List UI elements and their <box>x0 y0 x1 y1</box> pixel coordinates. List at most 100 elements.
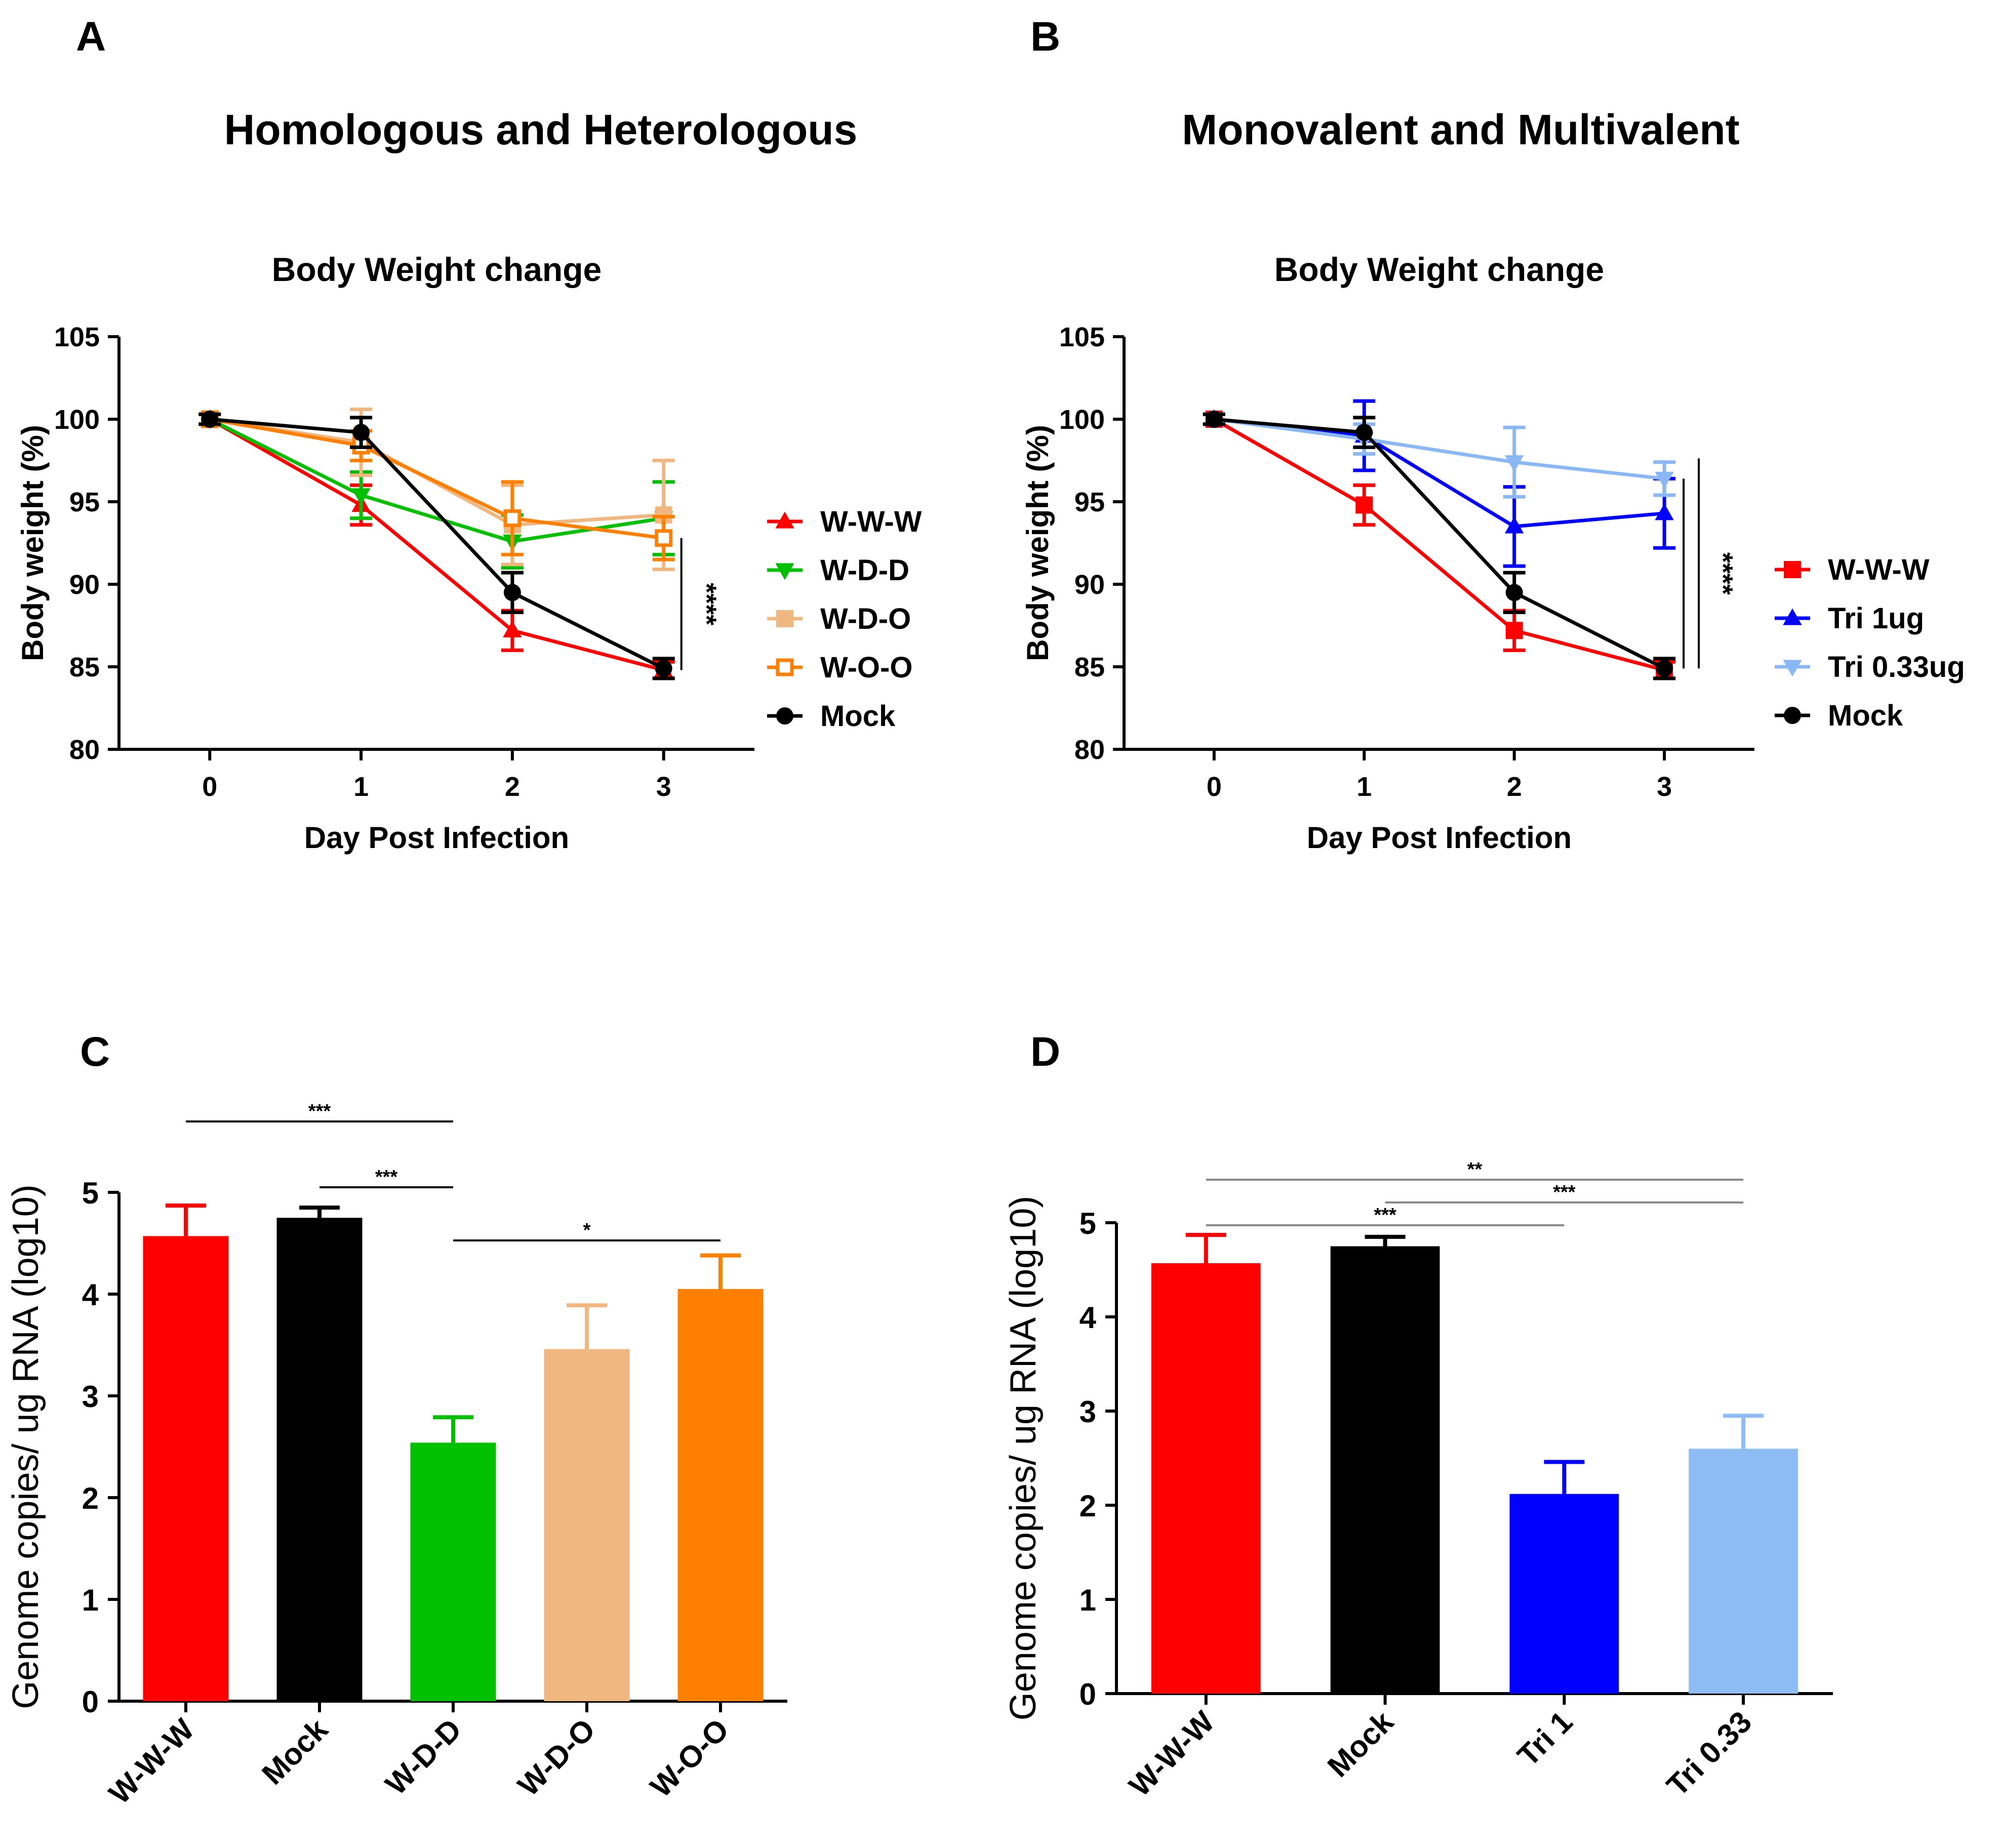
bar-group-w-w-w <box>143 1203 229 1701</box>
data-point <box>1505 455 1524 472</box>
y-tick-label: 80 <box>69 735 100 765</box>
line-chart-a: Body Weight change 80 85 90 95 100 105 0 1 2 3 Day … <box>16 251 922 855</box>
y-tick-label: 2 <box>1079 1489 1096 1523</box>
bar-chart-c: 0 1 2 3 4 5 Genome copies/ ug RNA (log10) W-W-W… <box>6 1101 787 1811</box>
panel-letter-b: B <box>1030 14 1060 60</box>
bar-group-mock <box>276 1206 363 1701</box>
significance-label: *** <box>1374 1204 1396 1226</box>
y-tick-label: 105 <box>54 322 100 352</box>
legend-label: W-W-W <box>820 505 922 538</box>
y-tick-label: 95 <box>1074 487 1105 517</box>
legend-item: W-D-O <box>767 602 911 635</box>
significance-bracket: *** <box>1385 1182 1744 1203</box>
data-point <box>503 620 522 637</box>
series-line <box>209 417 664 540</box>
y-axis-label: Genome copies/ ug RNA (log10) <box>6 1184 46 1709</box>
y-tick-label: 4 <box>82 1278 99 1312</box>
legend-item: Mock <box>767 700 896 733</box>
x-tick-label: 0 <box>202 772 217 802</box>
y-tick-label: 90 <box>1074 570 1105 600</box>
legend-marker <box>776 707 793 725</box>
y-tick-label: 0 <box>1079 1677 1096 1711</box>
bar-chart-d: 0 1 2 3 4 5 Genome copies/ ug RNA (log10) W-W-W… <box>1003 1159 1833 1803</box>
legend: W-W-W W-D-D W-D-O W-O-O Mock <box>767 505 922 733</box>
bar <box>544 1349 630 1701</box>
y-tick-label: 85 <box>69 652 100 682</box>
y-axis-label: Genome copies/ ug RNA (log10) <box>1003 1196 1044 1721</box>
bar <box>276 1218 363 1701</box>
significance-label: ** <box>1467 1159 1483 1180</box>
data-point <box>1355 424 1373 441</box>
legend-label: W-O-O <box>820 651 912 684</box>
x-axis-label: Day Post Infection <box>304 821 569 855</box>
legend-marker <box>775 511 794 529</box>
series-w-d-o <box>198 407 675 572</box>
category-label: Tri 0.33 <box>1660 1705 1758 1803</box>
series-line <box>209 417 664 672</box>
series-line <box>1213 417 1665 672</box>
data-point <box>1355 496 1373 514</box>
series-line <box>1214 417 1665 480</box>
series-line <box>1214 417 1665 670</box>
y-tick-label: 85 <box>1074 652 1105 682</box>
significance-bracket: *** <box>319 1167 453 1188</box>
legend-marker <box>776 658 794 676</box>
significance-label: *** <box>375 1167 398 1188</box>
bar-group-tri-1 <box>1509 1460 1619 1694</box>
legend-label: Mock <box>1828 699 1903 732</box>
x-tick-label: 1 <box>353 772 369 802</box>
y-tick-label: 2 <box>82 1481 99 1515</box>
bar <box>1151 1263 1261 1694</box>
bar-group-w-o-o <box>677 1253 764 1701</box>
chart-title: Body Weight change <box>272 251 602 288</box>
x-tick-label: 3 <box>1657 772 1672 802</box>
x-axis-label: Day Post Infection <box>1307 821 1572 855</box>
series-mock <box>1203 411 1676 680</box>
y-axis-label: Body weight (%) <box>16 425 50 661</box>
panel-letter-a: A <box>76 14 106 60</box>
section-title-b: Monovalent and Multivalent <box>1182 106 1739 153</box>
bar-group-w-d-d <box>410 1415 496 1701</box>
panel-letter-d: D <box>1030 1029 1060 1075</box>
category-label: W-D-O <box>511 1712 602 1802</box>
significance-label: * <box>583 1220 591 1241</box>
bar <box>1509 1494 1619 1694</box>
bar <box>1330 1246 1440 1694</box>
category-label: W-W-W <box>102 1712 201 1811</box>
y-tick-label: 5 <box>1079 1207 1096 1240</box>
legend-item: W-W-W <box>767 505 922 538</box>
series-mock <box>198 411 675 680</box>
data-point <box>352 424 370 441</box>
legend-marker <box>1783 660 1802 677</box>
y-tick-label: 1 <box>1079 1583 1096 1617</box>
significance-bracket: *** <box>1206 1204 1565 1226</box>
legend-item: W-O-O <box>767 651 912 684</box>
legend-label: W-W-W <box>1828 553 1930 586</box>
data-point <box>1656 660 1673 677</box>
category-label: Mock <box>1321 1704 1400 1783</box>
x-tick-label: 3 <box>656 772 671 802</box>
legend-marker <box>1783 608 1802 625</box>
bar-group-mock <box>1330 1234 1440 1694</box>
panel-letter-c: C <box>80 1029 110 1075</box>
y-tick-label: 3 <box>1079 1395 1096 1429</box>
section-title-a: Homologous and Heterologous <box>224 106 858 153</box>
category-label: W-O-O <box>644 1712 735 1804</box>
y-tick-label: 4 <box>1079 1301 1097 1335</box>
y-axis-label: Body weight (%) <box>1021 425 1055 661</box>
series-w-o-o <box>198 410 675 561</box>
significance-bracket: * <box>453 1220 721 1241</box>
legend-label: Tri 0.33ug <box>1828 651 1965 684</box>
y-tick-label: 100 <box>54 405 100 435</box>
bar-group-tri-0-33 <box>1689 1414 1798 1694</box>
category-label: W-W-W <box>1123 1705 1221 1803</box>
bar-group-w-d-o <box>544 1303 630 1701</box>
y-tick-label: 80 <box>1074 735 1105 765</box>
significance-bracket: **** <box>1683 458 1738 669</box>
y-tick-label: 1 <box>82 1583 99 1617</box>
line-chart-b: Body Weight change 80 85 90 95 100 105 0 1 2 3 Day … <box>1021 251 1965 855</box>
bar <box>410 1442 496 1701</box>
legend-item: Mock <box>1775 699 1903 732</box>
series-line <box>209 417 665 670</box>
category-label: Tri 1 <box>1511 1705 1579 1773</box>
